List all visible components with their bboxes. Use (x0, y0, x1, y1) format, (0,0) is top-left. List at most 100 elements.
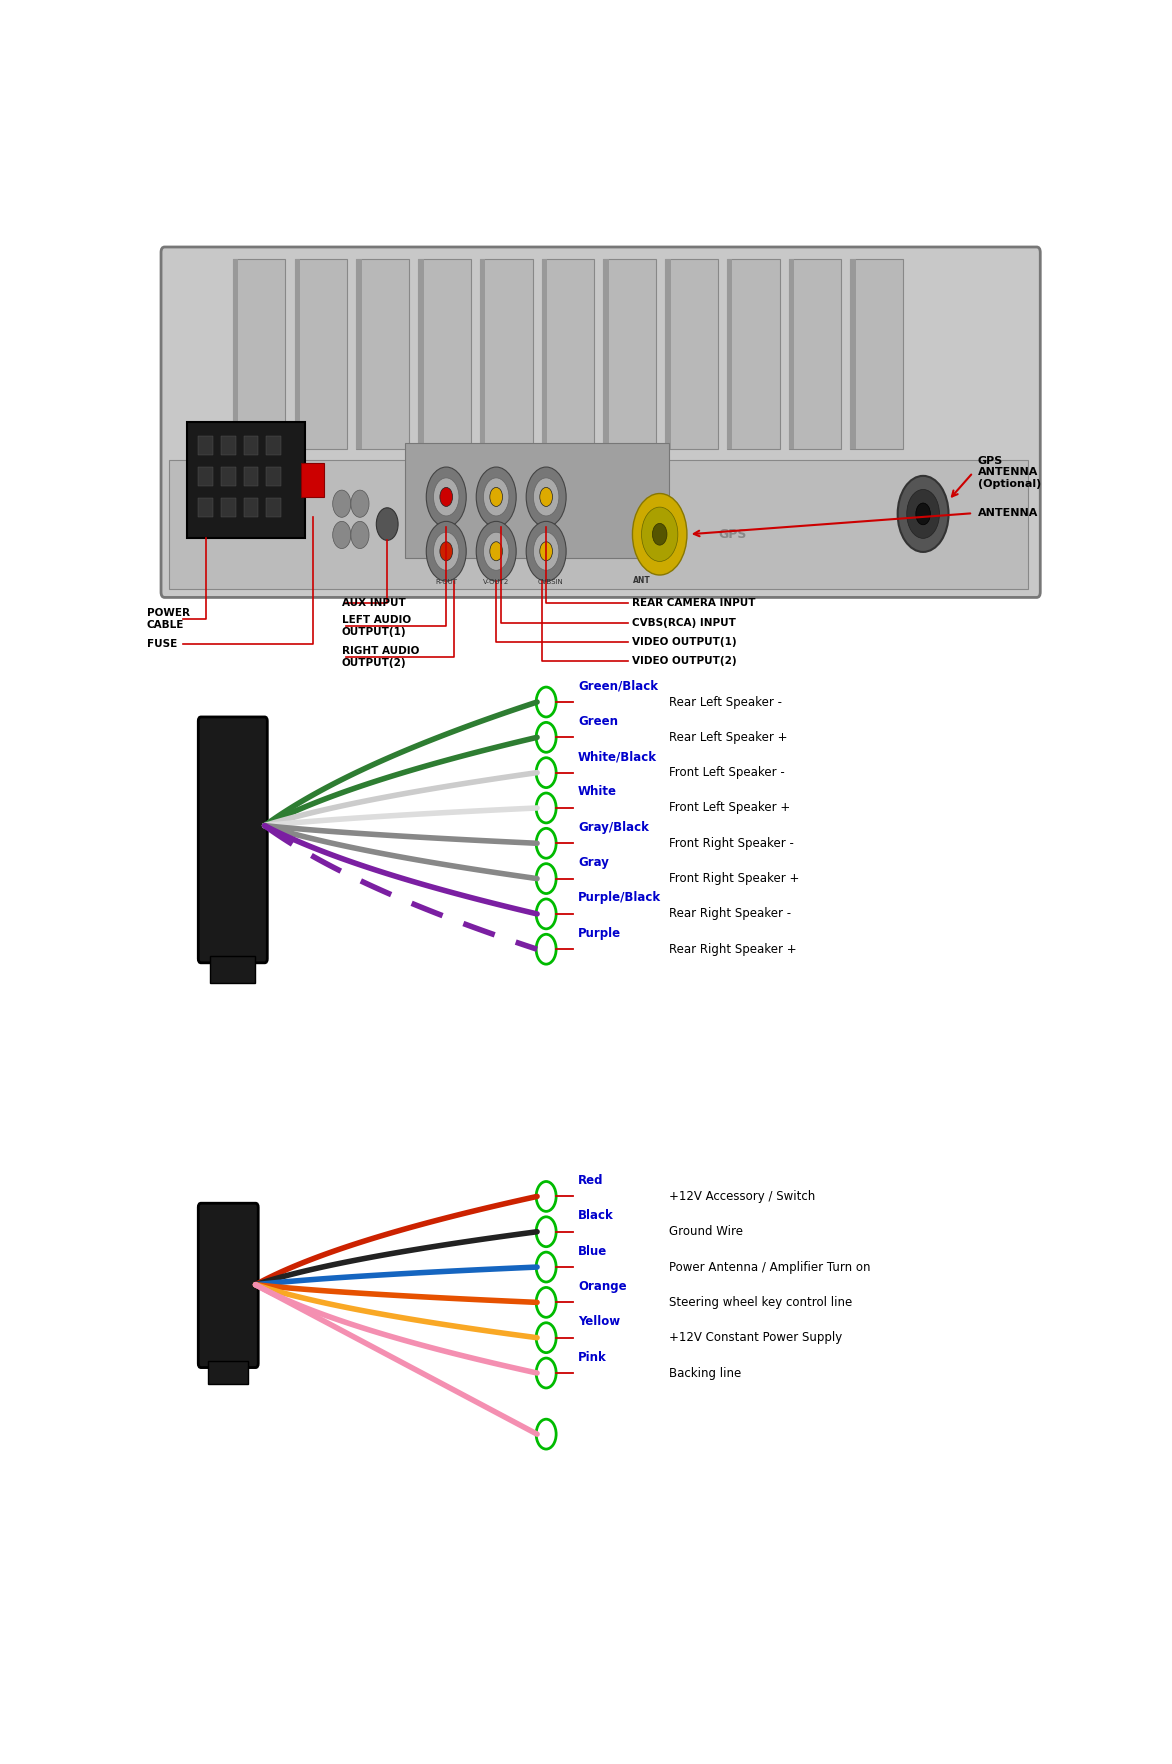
Text: White: White (578, 785, 616, 799)
Text: Blue: Blue (578, 1245, 607, 1258)
Bar (356, 259, 362, 450)
Circle shape (915, 503, 931, 524)
Text: Green: Green (578, 714, 618, 729)
Text: Ground Wire: Ground Wire (669, 1226, 743, 1238)
Text: VIDEO OUTPUT(2): VIDEO OUTPUT(2) (633, 656, 737, 667)
Text: Gray/Black: Gray/Black (578, 820, 649, 834)
Bar (851, 259, 904, 450)
Bar (541, 259, 594, 450)
Bar (479, 259, 532, 450)
Text: V-OUT2: V-OUT2 (483, 579, 510, 586)
Text: REAR CAMERA INPUT: REAR CAMERA INPUT (633, 598, 756, 609)
Text: VIDEO OUTPUT(1): VIDEO OUTPUT(1) (633, 637, 737, 647)
Text: Orange: Orange (578, 1281, 627, 1293)
Text: CVBS(RCA) INPUT: CVBS(RCA) INPUT (633, 617, 736, 628)
Bar (233, 259, 286, 450)
Text: Front Right Speaker +: Front Right Speaker + (669, 871, 799, 886)
Circle shape (434, 478, 459, 515)
Bar (244, 436, 258, 455)
Text: FUSE: FUSE (146, 639, 177, 649)
Circle shape (533, 533, 559, 570)
Bar (233, 259, 238, 450)
Text: Front Right Speaker -: Front Right Speaker - (669, 836, 793, 850)
Bar (294, 259, 347, 450)
Text: Gray: Gray (578, 856, 608, 870)
Text: Front Left Speaker +: Front Left Speaker + (669, 801, 790, 815)
Text: Rear Left Speaker -: Rear Left Speaker - (669, 695, 782, 709)
Text: Power Antenna / Amplifier Turn on: Power Antenna / Amplifier Turn on (669, 1261, 871, 1274)
Bar (222, 497, 236, 517)
Text: ANTENNA: ANTENNA (977, 508, 1038, 519)
Bar (222, 436, 236, 455)
Circle shape (526, 467, 566, 527)
Bar (198, 436, 213, 455)
Circle shape (633, 494, 687, 575)
Circle shape (427, 467, 466, 527)
Circle shape (440, 487, 452, 506)
Text: Yellow: Yellow (578, 1316, 620, 1328)
Circle shape (653, 524, 667, 545)
Bar (169, 460, 1028, 589)
Circle shape (526, 522, 566, 580)
Circle shape (333, 490, 350, 517)
FancyBboxPatch shape (161, 247, 1041, 598)
Bar (406, 443, 669, 557)
Text: Red: Red (578, 1173, 604, 1187)
Bar (418, 259, 423, 450)
Bar (851, 259, 856, 450)
Circle shape (490, 487, 503, 506)
Text: AUX INPUT: AUX INPUT (342, 598, 406, 609)
Bar (198, 497, 213, 517)
Text: GPS: GPS (718, 527, 747, 542)
Bar (301, 462, 323, 497)
Text: Rear Left Speaker +: Rear Left Speaker + (669, 730, 788, 744)
Circle shape (440, 542, 452, 561)
Text: +12V Constant Power Supply: +12V Constant Power Supply (669, 1332, 841, 1344)
Bar (789, 259, 841, 450)
Circle shape (350, 522, 369, 549)
Bar (727, 259, 779, 450)
Circle shape (333, 522, 350, 549)
Text: Backing line: Backing line (669, 1367, 741, 1379)
Bar (541, 259, 547, 450)
Text: POWER
CABLE: POWER CABLE (146, 609, 190, 630)
Circle shape (484, 533, 509, 570)
Circle shape (484, 478, 509, 515)
Circle shape (592, 460, 609, 487)
Bar (727, 259, 732, 450)
Text: Steering wheel key control line: Steering wheel key control line (669, 1297, 852, 1309)
Circle shape (476, 522, 516, 580)
Text: Purple: Purple (578, 926, 621, 940)
FancyBboxPatch shape (198, 716, 267, 963)
Text: +12V Accessory / Switch: +12V Accessory / Switch (669, 1191, 815, 1203)
Text: Pink: Pink (578, 1351, 607, 1364)
Circle shape (350, 490, 369, 517)
Bar (666, 259, 670, 450)
Text: RIGHT AUDIO
OUTPUT(2): RIGHT AUDIO OUTPUT(2) (342, 646, 420, 669)
Circle shape (376, 508, 398, 540)
Circle shape (476, 467, 516, 527)
FancyBboxPatch shape (198, 1203, 258, 1367)
Circle shape (490, 542, 503, 561)
Text: GPS
ANTENNA
(Optional): GPS ANTENNA (Optional) (977, 455, 1041, 489)
Text: Front Left Speaker -: Front Left Speaker - (669, 766, 784, 780)
Bar (418, 259, 471, 450)
Bar (209, 1360, 248, 1385)
Bar (479, 259, 485, 450)
Text: White/Black: White/Black (578, 750, 657, 764)
Circle shape (907, 489, 940, 538)
Text: Rear Right Speaker -: Rear Right Speaker - (669, 907, 791, 921)
Circle shape (898, 476, 948, 552)
Bar (604, 259, 608, 450)
Bar (266, 497, 281, 517)
Bar (222, 467, 236, 487)
Bar (604, 259, 656, 450)
Circle shape (540, 487, 552, 506)
Text: LEFT AUDIO
OUTPUT(1): LEFT AUDIO OUTPUT(1) (342, 616, 411, 637)
Bar (198, 467, 213, 487)
Circle shape (641, 506, 677, 561)
Text: CVBSIN: CVBSIN (538, 579, 564, 586)
Circle shape (533, 478, 559, 515)
Text: ANT: ANT (633, 577, 650, 586)
Circle shape (427, 522, 466, 580)
